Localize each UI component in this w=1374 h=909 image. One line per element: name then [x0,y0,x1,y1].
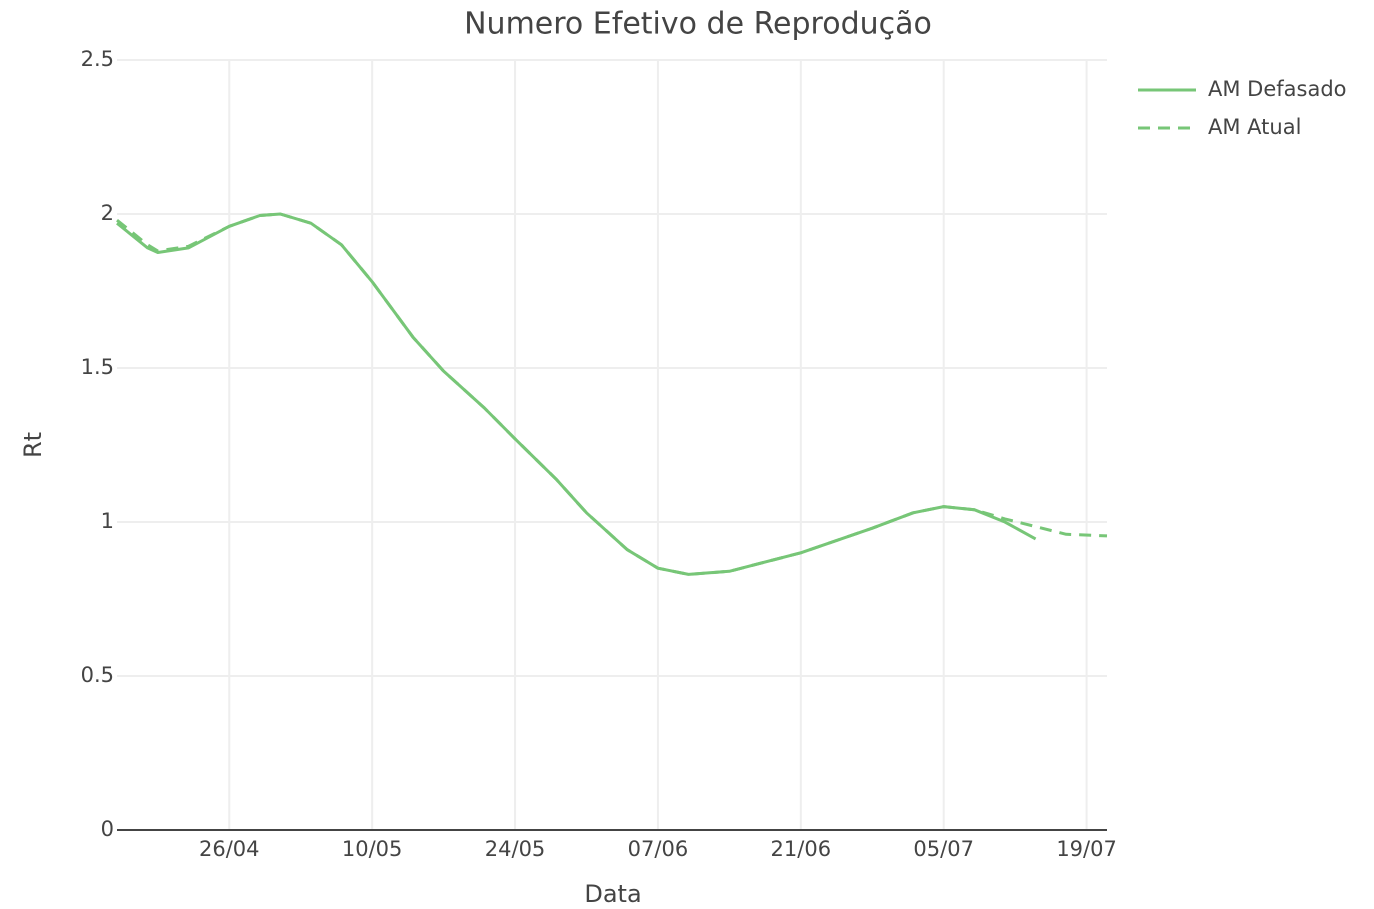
y-tick-label: 0.5 [81,663,114,687]
y-tick-label: 2 [101,201,114,225]
x-tick-label: 10/05 [342,837,403,861]
y-tick-label: 2.5 [81,47,114,71]
x-tick-label: 07/06 [628,837,689,861]
series-line [116,212,1037,576]
x-axis-label: Data [584,880,641,908]
legend-label: AM Atual [1208,115,1301,139]
y-tick-label: 1 [101,509,114,533]
series-line [116,212,1108,576]
x-tick-label: 26/04 [199,837,260,861]
y-tick-label: 1.5 [81,355,114,379]
legend-label: AM Defasado [1208,77,1347,101]
y-tick-label: 0 [101,817,114,841]
x-tick-label: 21/06 [771,837,832,861]
x-tick-label: 05/07 [913,837,974,861]
x-tick-label: 24/05 [485,837,546,861]
x-tick-label: 19/07 [1056,837,1117,861]
chart-title: Numero Efetivo de Reprodução [464,7,932,42]
y-axis-label: Rt [19,432,47,458]
